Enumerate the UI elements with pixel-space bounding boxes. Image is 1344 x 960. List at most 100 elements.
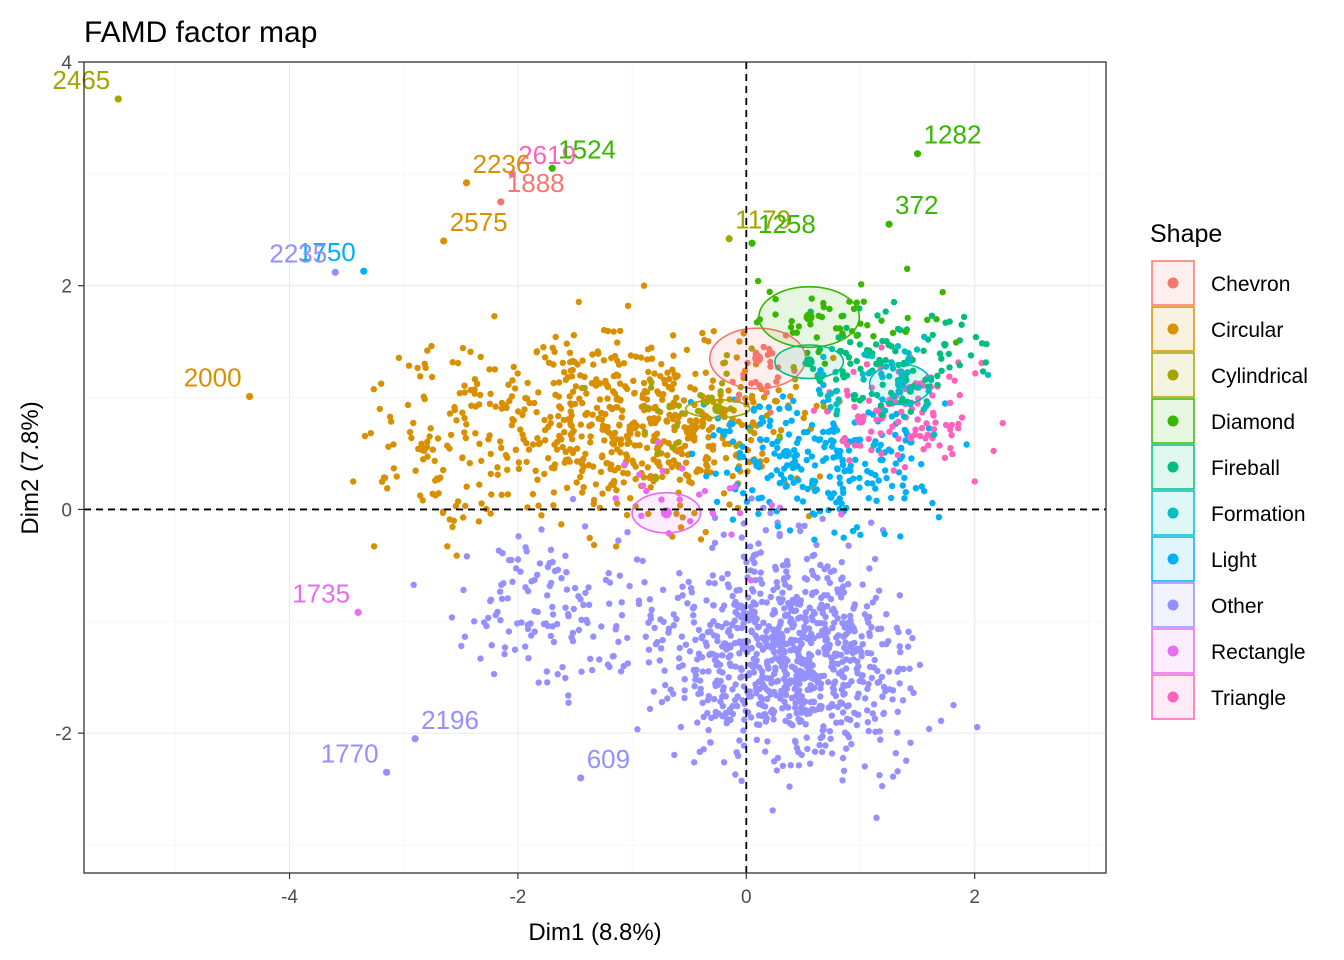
data-point: [589, 666, 596, 674]
data-point: [687, 585, 695, 592]
data-point: [676, 644, 683, 652]
data-point: [836, 325, 844, 332]
data-point: [827, 595, 835, 603]
data-point: [521, 406, 528, 413]
data-point: [619, 407, 626, 414]
data-point: [872, 485, 879, 492]
data-point: [978, 340, 986, 347]
data-point: [905, 628, 912, 635]
data-point: [565, 699, 572, 706]
data-point: [871, 715, 879, 722]
data-point: [793, 451, 800, 459]
data-point: [972, 333, 980, 341]
data-point: [821, 620, 828, 627]
data-point: [585, 584, 592, 591]
data-point: [582, 589, 589, 597]
data-point: [528, 578, 535, 585]
data-point: [677, 524, 685, 531]
data-point: [695, 626, 703, 634]
data-point: [460, 514, 467, 521]
data-point: [679, 592, 686, 599]
data-point: [763, 628, 770, 635]
data-point: [840, 534, 847, 541]
data-point: [561, 369, 568, 376]
data-point: [868, 428, 875, 435]
data-point: [828, 427, 835, 434]
data-point: [734, 465, 741, 473]
data-point: [562, 376, 569, 383]
data-point: [690, 619, 698, 626]
data-point: [581, 384, 588, 392]
data-point: [733, 749, 740, 756]
data-point: [759, 450, 766, 457]
data-point: [799, 498, 807, 505]
data-point: [739, 645, 747, 652]
data-point: [705, 579, 713, 586]
data-point: [670, 622, 677, 629]
data-point: [868, 624, 875, 631]
legend-label: Chevron: [1211, 273, 1290, 296]
data-point: [476, 481, 483, 488]
data-point: [853, 332, 860, 339]
data-point: [883, 611, 890, 618]
data-point: [820, 303, 827, 311]
data-point: [679, 583, 686, 590]
data-point: [782, 581, 789, 588]
data-point: [467, 386, 474, 394]
data-point: [826, 728, 834, 735]
data-point: [582, 450, 589, 458]
data-point: [711, 656, 719, 664]
data-point: [719, 702, 727, 710]
data-point: [791, 447, 798, 454]
data-point: [631, 442, 639, 449]
data-point: [541, 354, 549, 361]
data-point: [722, 693, 729, 700]
data-point: [824, 575, 831, 582]
data-point: [890, 298, 898, 306]
data-point: [765, 623, 772, 630]
data-point: [789, 464, 797, 472]
data-point: [904, 314, 911, 322]
data-point: [579, 357, 586, 364]
data-point: [604, 661, 612, 668]
data-point: [367, 430, 374, 437]
data-point: [820, 403, 827, 410]
data-point: [522, 643, 529, 650]
data-point: [421, 395, 428, 403]
data-point: [378, 380, 385, 387]
data-point: [776, 530, 783, 538]
data-point: [859, 370, 866, 378]
data-point: [949, 450, 956, 458]
data-point: [846, 457, 853, 464]
data-point: [856, 484, 863, 491]
labeled-point: [748, 239, 756, 247]
data-point: [799, 483, 806, 491]
data-point: [807, 321, 814, 328]
data-point: [792, 383, 800, 390]
data-point: [930, 426, 938, 433]
data-point: [459, 454, 466, 461]
data-point: [882, 356, 889, 364]
data-point: [604, 395, 611, 402]
data-point: [581, 373, 588, 381]
data-point: [661, 380, 669, 387]
data-point: [951, 377, 958, 384]
data-point: [453, 552, 460, 559]
data-point: [627, 352, 635, 359]
data-point: [720, 428, 727, 435]
data-point: [645, 619, 652, 626]
data-point: [874, 679, 881, 686]
group-centroid: [803, 311, 815, 323]
data-point: [811, 536, 818, 543]
data-point: [615, 537, 622, 544]
data-point: [460, 586, 467, 594]
data-point: [840, 489, 847, 496]
data-point: [734, 693, 741, 700]
data-point: [764, 474, 771, 482]
data-point: [599, 490, 606, 497]
data-point: [733, 442, 740, 450]
data-point: [609, 653, 617, 660]
data-point: [807, 686, 815, 693]
data-point: [723, 620, 730, 627]
